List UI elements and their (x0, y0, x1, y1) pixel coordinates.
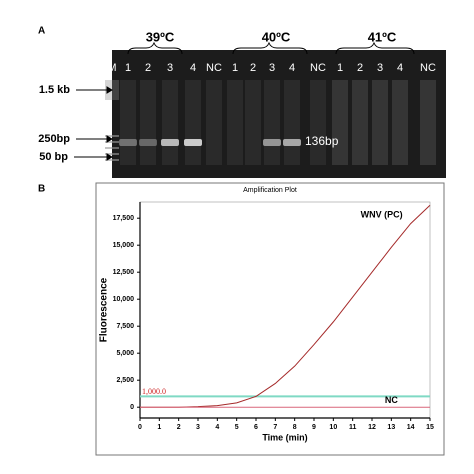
ladder-band (105, 153, 119, 155)
x-tick-label: 8 (293, 424, 297, 431)
y-tick-label: 0 (130, 404, 134, 411)
x-tick-label: 4 (215, 424, 219, 431)
lane-smear (206, 80, 222, 165)
lane-label: 1 (232, 62, 238, 74)
lane-smear (284, 80, 300, 165)
lane-label: 4 (289, 62, 295, 74)
lane-label: 2 (357, 62, 363, 74)
ladder-band (105, 135, 119, 137)
lane-smear (227, 80, 243, 165)
lane-label: 4 (190, 62, 196, 74)
ladder-band (105, 147, 119, 149)
y-tick-label: 2,500 (116, 377, 134, 384)
lane-smear (310, 80, 326, 165)
x-tick-label: 6 (254, 424, 258, 431)
lane-smear (352, 80, 368, 165)
plot-frame (95, 182, 445, 456)
x-tick-label: 14 (407, 424, 415, 431)
x-tick-label: 0 (138, 424, 142, 431)
x-tick-label: 11 (349, 424, 357, 431)
lane-smear (420, 80, 436, 165)
temperature-label: 39ºC (146, 29, 175, 44)
threshold-label: 1,000.0 (142, 387, 166, 396)
x-tick-label: 10 (329, 424, 337, 431)
lane-smear (162, 80, 178, 165)
band (263, 139, 281, 146)
lane-smear (245, 80, 261, 165)
y-tick-label: 12,500 (113, 269, 135, 276)
brace (127, 41, 183, 55)
lane-label: 1 (337, 62, 343, 74)
x-tick-label: 2 (177, 424, 181, 431)
band (119, 139, 137, 146)
band (161, 139, 179, 146)
lane-label: 3 (269, 62, 275, 74)
lane-smear (392, 80, 408, 165)
lane-smear (140, 80, 156, 165)
lane-label: 1 (125, 62, 131, 74)
x-axis-label: Time (min) (262, 432, 307, 442)
lane-smear (185, 80, 201, 165)
lane-smear (264, 80, 280, 165)
band (139, 139, 157, 146)
band (184, 139, 202, 146)
y-tick-label: 5,000 (116, 350, 134, 357)
size-marker: 1.5 kb (39, 84, 70, 96)
series-label: NC (385, 395, 398, 405)
y-tick-label: 17,500 (113, 215, 135, 222)
marker-arrows (74, 86, 113, 161)
lane-label: 4 (397, 62, 403, 74)
temperature-label: 40ºC (262, 29, 291, 44)
lane-smear (332, 80, 348, 165)
lane-label: 2 (250, 62, 256, 74)
series-label: WNV (PC) (361, 209, 403, 219)
lane-label: M (107, 62, 116, 74)
lane-label: NC (420, 62, 436, 74)
x-tick-label: 5 (235, 424, 239, 431)
y-tick-label: 10,000 (113, 296, 135, 303)
lane-label: 3 (377, 62, 383, 74)
lane-label: 2 (145, 62, 151, 74)
x-tick-label: 12 (368, 424, 376, 431)
panel-label: B (38, 184, 45, 195)
lane-label: NC (310, 62, 326, 74)
x-tick-label: 13 (387, 424, 395, 431)
ladder-band (105, 159, 119, 161)
gel-bands (105, 80, 436, 165)
x-tick-label: 9 (312, 424, 316, 431)
lane-smear (372, 80, 388, 165)
lane-smear (120, 80, 136, 165)
x-tick-label: 7 (273, 424, 277, 431)
brace (335, 41, 415, 55)
x-tick-label: 1 (157, 424, 161, 431)
y-tick-label: 15,000 (113, 242, 135, 249)
size-marker: 50 bp (39, 151, 68, 163)
ladder-band (105, 141, 119, 143)
lane-label: NC (206, 62, 222, 74)
band (283, 139, 301, 146)
temperature-label: 41ºC (368, 29, 397, 44)
y-tick-label: 7,500 (116, 323, 134, 330)
x-tick-label: 15 (426, 424, 434, 431)
x-tick-label: 3 (196, 424, 200, 431)
y-axis-label: Fluorescence (99, 277, 110, 342)
brace (232, 41, 308, 55)
panel-label: A (38, 26, 45, 37)
size-marker: 250bp (38, 133, 70, 145)
band-size-label: 136bp (305, 134, 339, 148)
gel-image (112, 50, 446, 178)
lane-label: 3 (167, 62, 173, 74)
chart-title: Amplification Plot (243, 187, 297, 194)
